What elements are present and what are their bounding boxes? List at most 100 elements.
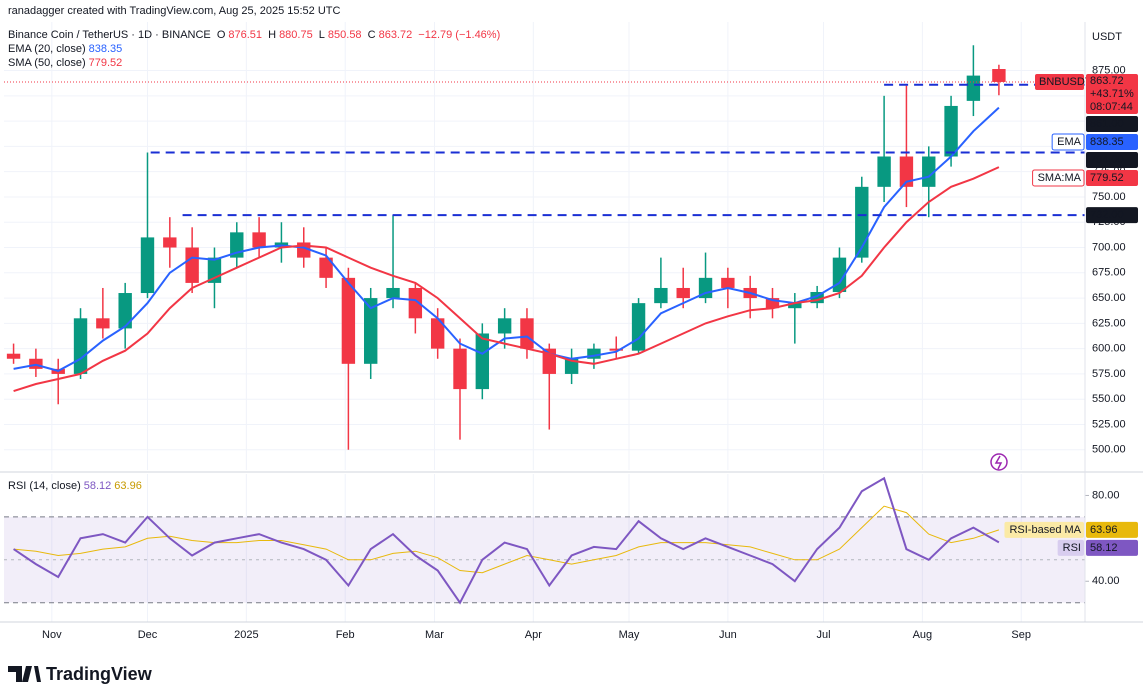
candle-body: [73, 318, 88, 374]
candle-body: [408, 287, 423, 319]
sma-value: 779.52: [88, 57, 123, 69]
tag-text: 732.00: [1090, 209, 1124, 221]
candle-body: [788, 303, 802, 309]
ema-legend: EMA (20, close) 838.35: [8, 43, 125, 55]
x-tick-label: Jun: [719, 629, 737, 641]
alert-icon[interactable]: [990, 453, 1008, 471]
tag-text: RSI: [1063, 542, 1081, 554]
y-tick-label: 875.00: [1092, 64, 1126, 76]
rsi-value: 58.12: [83, 480, 112, 492]
logo-text: TradingView: [46, 664, 153, 684]
tag-text: 838.35: [1090, 136, 1124, 148]
close-value: 863.72: [378, 29, 413, 41]
candle-body: [430, 318, 445, 349]
x-tick-label: May: [619, 629, 640, 641]
candle-body: [386, 287, 400, 299]
candle-body: [185, 247, 199, 283]
candle-body: [497, 318, 512, 334]
sma-legend: SMA (50, close) 779.52: [8, 57, 125, 69]
candle-body: [966, 75, 981, 101]
candle-body: [118, 293, 132, 329]
y-tick-label: 650.00: [1092, 292, 1126, 304]
x-tick-label: Sep: [1011, 629, 1031, 641]
y-tick-label: 550.00: [1092, 393, 1126, 405]
candle-body: [96, 318, 110, 329]
y-tick-label: 525.00: [1092, 418, 1126, 430]
tag-text: EMA: [1057, 136, 1082, 148]
tag-text: 863.72: [1090, 75, 1124, 87]
x-tick-label: Mar: [425, 629, 444, 641]
tag-box: [1086, 151, 1138, 168]
tag-text: 861.00: [1090, 118, 1124, 130]
candle-body: [6, 353, 21, 359]
y-tick-label: 750.00: [1092, 191, 1126, 203]
candle-body: [631, 303, 646, 351]
candle-body: [319, 257, 333, 278]
candle-body: [899, 156, 914, 187]
ohlc-letter: H: [268, 29, 277, 41]
ohlc-letter: O: [216, 29, 226, 41]
tag-text: 794.00: [1090, 154, 1124, 166]
change: −12.79 (−1.46%): [418, 29, 501, 41]
rsi-ma-value: 63.96: [114, 480, 142, 492]
indicator-line: [13, 166, 1000, 393]
x-tick-label: Nov: [42, 629, 62, 641]
x-tick-label: Apr: [525, 629, 542, 641]
axis-title: USDT: [1092, 31, 1122, 43]
candle-body: [721, 277, 735, 288]
candle-body: [140, 237, 155, 294]
candle-body: [944, 105, 958, 157]
x-tick-label: Aug: [913, 629, 933, 641]
candle-body: [810, 292, 824, 304]
candle-body: [832, 257, 847, 293]
tag-box: [1004, 521, 1084, 538]
candle-body: [992, 69, 1006, 82]
candle-body: [922, 156, 936, 187]
tag-box: [1051, 133, 1085, 151]
tag-box: [1032, 169, 1085, 187]
ema-value: 838.35: [88, 43, 123, 55]
y-tick-label: 600.00: [1092, 343, 1126, 355]
candle-body: [564, 358, 579, 374]
tag-box: [1086, 73, 1138, 114]
tag-box: [1086, 133, 1138, 150]
tag-box: [1057, 539, 1084, 556]
y-tick-label: 80.00: [1092, 489, 1120, 501]
candle-body: [341, 277, 356, 364]
tag-box: [1086, 169, 1138, 186]
tag-text: RSI-based MA: [1009, 524, 1081, 536]
candle-body: [609, 348, 623, 351]
tag-text: 63.96: [1090, 524, 1118, 536]
tag-box: [1086, 115, 1138, 132]
candle-body: [475, 333, 490, 390]
ohlc-letter: L: [318, 29, 325, 41]
tag-text: 58.12: [1090, 542, 1118, 554]
grid: [4, 22, 1089, 622]
tag-text: 779.52: [1090, 172, 1124, 184]
candle-body: [252, 232, 266, 248]
rsi-line: [13, 505, 1000, 574]
indicator-line: [13, 106, 1000, 372]
open-value: 876.51: [228, 29, 263, 41]
x-tick-label: Feb: [336, 629, 355, 641]
y-tick-label: 675.00: [1092, 267, 1126, 279]
candle-body: [877, 156, 891, 187]
y-tick-label: 700.00: [1092, 241, 1126, 253]
y-tick-label: 500.00: [1092, 444, 1126, 456]
y-tick-label: 625.00: [1092, 317, 1126, 329]
candle-body: [587, 348, 601, 359]
tag-text: SMA:MA: [1038, 172, 1082, 184]
high-value: 880.75: [279, 29, 313, 41]
candle-body: [654, 287, 668, 304]
low-value: 850.58: [327, 29, 362, 41]
alert-icon-bolt: [994, 455, 1003, 470]
rsi-legend: RSI (14, close) 58.12 63.96: [8, 480, 145, 492]
y-tick-label: 40.00: [1092, 575, 1120, 587]
tag-text: BNBUSDT: [1039, 76, 1092, 88]
tag-text: 08:07:44: [1090, 101, 1133, 113]
symbol: Binance Coin / TetherUS · 1D · BINANCE: [8, 29, 211, 41]
x-tick-label: Jul: [816, 629, 830, 641]
